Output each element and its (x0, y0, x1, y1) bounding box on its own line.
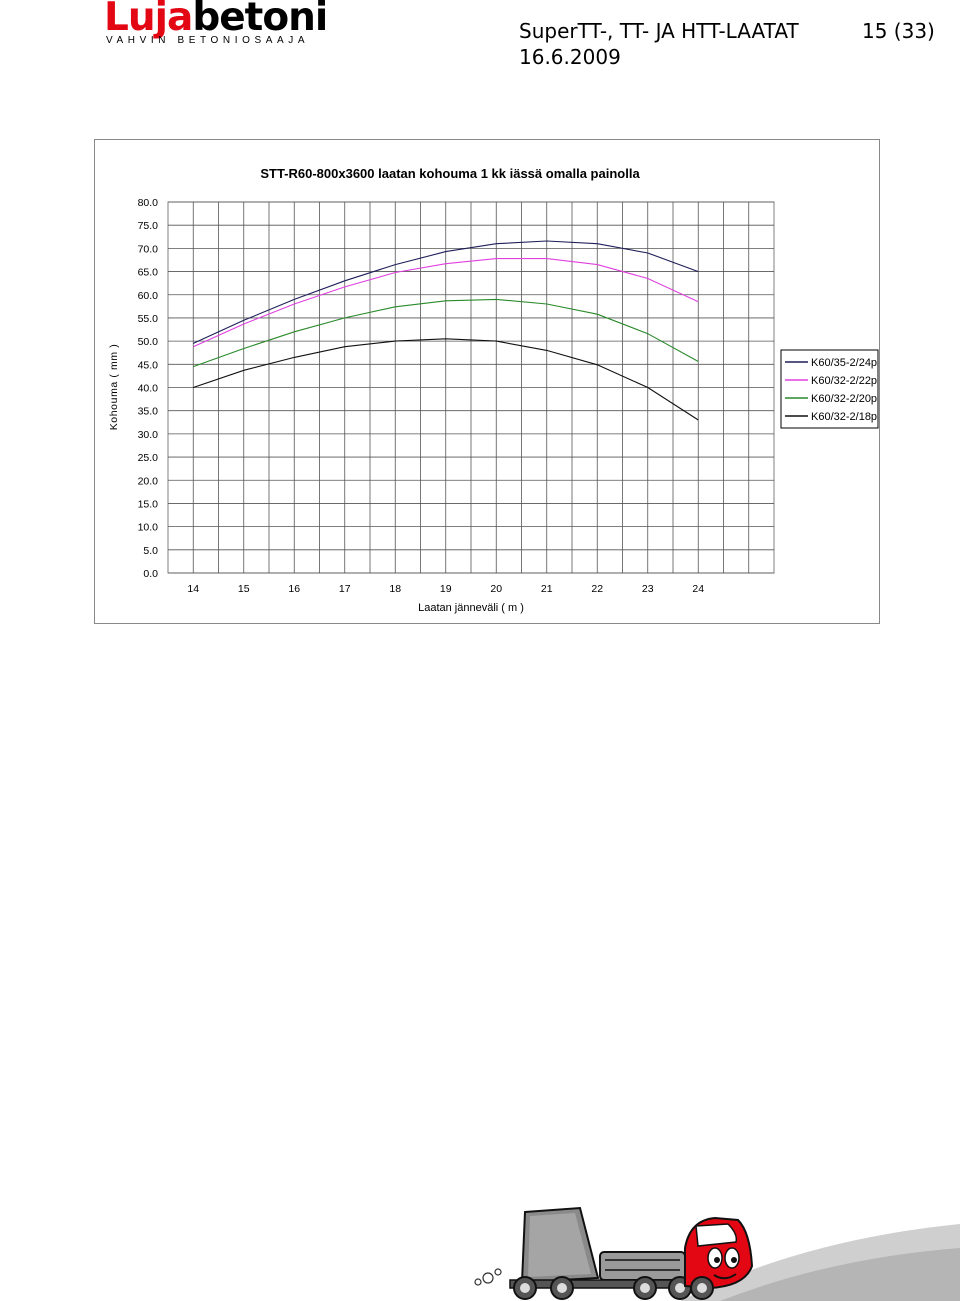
truck-mascot-illustration (474, 1206, 960, 1301)
pipe-load (599, 1251, 686, 1281)
chart-series (193, 240, 699, 421)
x-tick-label: 23 (642, 583, 654, 595)
x-tick-label: 15 (238, 583, 250, 595)
x-tick-label: 19 (440, 583, 452, 595)
x-axis-label: Laatan jänneväli ( m ) (418, 602, 524, 614)
legend-label: K60/32-2/20p (811, 393, 877, 405)
document-title: SuperTT-, TT- JA HTT-LAATAT (519, 19, 799, 43)
x-tick-label: 20 (490, 583, 502, 595)
exhaust-puffs (474, 1268, 502, 1286)
y-tick-label: 45.0 (138, 359, 159, 371)
y-tick-label: 10.0 (138, 522, 159, 534)
x-tick-label: 14 (187, 583, 199, 595)
y-tick-label: 75.0 (138, 220, 159, 232)
series-line (193, 240, 699, 344)
y-tick-label: 80.0 (138, 197, 159, 209)
logo-tagline: VAHVIN BETONIOSAAJA (106, 35, 310, 46)
page-number: 15 (33) (862, 19, 935, 43)
legend-label: K60/32-2/18p (811, 411, 877, 423)
x-tick-label: 17 (339, 583, 351, 595)
y-tick-label: 30.0 (138, 429, 159, 441)
chart-grid (167, 201, 775, 574)
company-logo: Lujabetoni VAHVIN BETONIOSAAJA (104, 0, 328, 46)
trailer-illustration (509, 1206, 701, 1300)
series-line (193, 298, 699, 368)
y-axis-ticks: 0.0 5.0 10.0 15.0 20.0 25.0 30.0 35.0 40.0 45.0 50… (138, 197, 159, 580)
y-tick-label: 50.0 (138, 336, 159, 348)
x-tick-label: 24 (692, 583, 704, 595)
y-tick-label: 60.0 (138, 290, 159, 302)
y-tick-label: 70.0 (138, 243, 159, 255)
x-tick-label: 21 (541, 583, 553, 595)
chart-title: STT-R60-800x3600 laatan kohouma 1 kk iäs… (260, 166, 640, 181)
chart-frame: STT-R60-800x3600 laatan kohouma 1 kk iäs… (94, 139, 880, 624)
line-chart: STT-R60-800x3600 laatan kohouma 1 kk iäs… (108, 166, 879, 614)
legend-label: K60/32-2/22p (811, 375, 877, 387)
y-tick-label: 0.0 (143, 568, 158, 580)
series-line (193, 258, 699, 348)
y-tick-label: 55.0 (138, 313, 159, 325)
x-tick-label: 18 (389, 583, 401, 595)
legend-label: K60/35-2/24p (811, 357, 877, 369)
series-line (193, 338, 699, 421)
y-tick-label: 25.0 (138, 452, 159, 464)
x-axis-ticks: 14 15 16 17 18 19 20 21 22 23 24 (187, 583, 704, 595)
y-axis-label: Kohouma ( mm ) (108, 344, 120, 431)
chart-legend: K60/35-2/24p K60/32-2/22p K60/32-2/20p K60/… (780, 349, 879, 429)
logo-wordmark: Lujabetoni (104, 0, 328, 40)
y-tick-label: 40.0 (138, 383, 159, 395)
y-tick-label: 65.0 (138, 267, 159, 279)
legend-box (780, 349, 879, 429)
road-swoosh-dark (720, 1248, 960, 1301)
truck-cab-mascot (684, 1216, 754, 1300)
y-tick-label: 35.0 (138, 406, 159, 418)
x-tick-label: 22 (591, 583, 603, 595)
y-tick-label: 15.0 (138, 498, 159, 510)
y-tick-label: 5.0 (143, 545, 158, 557)
y-tick-label: 20.0 (138, 475, 159, 487)
document-date: 16.6.2009 (519, 45, 621, 69)
x-tick-label: 16 (288, 583, 300, 595)
